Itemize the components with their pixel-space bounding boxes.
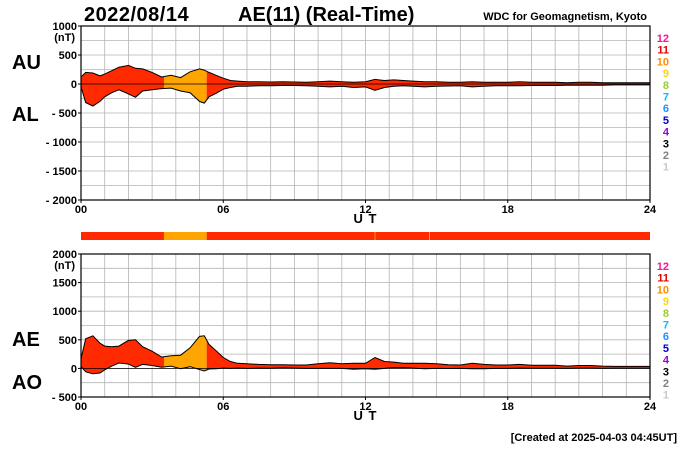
panel2-legend-level-6: 6: [663, 331, 669, 343]
panel1-legend-level-7: 7: [663, 92, 669, 104]
panel2-legend-level-7: 7: [663, 320, 669, 332]
panel2-y-tick-label: - 500: [52, 392, 77, 404]
panel2-legend-level-12: 12: [657, 261, 669, 273]
panel2-x-tick-label: 12: [359, 401, 371, 413]
panel1-series-al-line: [80, 84, 650, 107]
panel2-y-unit-label: (nT): [54, 260, 75, 272]
quality-bar-segment: [206, 232, 650, 240]
panel2-legend-level-9: 9: [663, 296, 669, 308]
panel1-y-tick-label: - 1500: [46, 166, 77, 178]
panel1-legend-level-9: 9: [663, 68, 669, 80]
panel1-legend-level-6: 6: [663, 103, 669, 115]
source-label: WDC for Geomagnetism, Kyoto: [483, 11, 647, 23]
panel2-legend-level-3: 3: [663, 366, 669, 378]
panel2-y-tick-label: 0: [71, 363, 77, 375]
panel1-area-segment: [163, 68, 207, 104]
panel2-legend-level-11: 11: [657, 273, 669, 285]
panel1-legend-level-12: 12: [657, 33, 669, 45]
panel2-x-tick-label: 18: [502, 401, 514, 413]
created-timestamp: [Created at 2025-04-03 04:45UT]: [510, 432, 677, 444]
panel1-y-tick-label: 0: [71, 79, 77, 91]
panel1-legend-level-8: 8: [663, 80, 669, 92]
panel2-y-tick-label: 2000: [53, 249, 77, 261]
panel2-x-tick-label: 00: [75, 401, 87, 413]
panel2-x-axis-label: U T: [354, 408, 378, 423]
panel1-legend-level-11: 11: [657, 45, 669, 57]
panel1-x-tick-label: 06: [217, 204, 229, 216]
panel1-y-tick-label: - 1000: [46, 137, 77, 149]
panel2-y-tick-label: 1000: [53, 306, 77, 318]
panel1-legend-level-4: 4: [663, 127, 670, 139]
chart-title: AE(11) (Real-Time): [238, 4, 415, 26]
quality-bar-segment: [81, 232, 164, 240]
panel2-y-tick-label: 500: [59, 335, 77, 347]
panel2-x-tick-label: 24: [644, 401, 657, 413]
panel1-legend-level-3: 3: [663, 138, 669, 150]
ao-label: AO: [12, 372, 42, 394]
panel1-legend-level-1: 1: [663, 162, 669, 174]
ae-label: AE: [12, 329, 40, 351]
panel1-y-tick-label: - 2000: [46, 195, 77, 207]
panel1-area-segment: [206, 71, 650, 100]
panel1-y-tick-label: 500: [59, 50, 77, 62]
panel1-legend-level-5: 5: [663, 115, 669, 127]
quality-bar-segment: [163, 232, 207, 240]
panel1-x-tick-label: 00: [75, 204, 87, 216]
panel1-x-tick-label: 12: [359, 204, 371, 216]
al-label: AL: [12, 104, 39, 126]
panel1-y-unit-label: (nT): [54, 32, 75, 44]
panel1-x-tick-label: 18: [502, 204, 514, 216]
panel2-x-tick-label: 06: [217, 401, 229, 413]
panel2-y-tick-label: 1500: [53, 278, 77, 290]
panel2-legend-level-4: 4: [663, 355, 670, 367]
panel2-legend-level-5: 5: [663, 343, 669, 355]
panel1-x-axis-label: U T: [354, 211, 378, 226]
panel2-legend-level-10: 10: [657, 284, 669, 296]
panel1-y-tick-label: - 500: [52, 108, 77, 120]
panel2-legend-level-1: 1: [663, 390, 669, 402]
panel2-series-ae-line: [80, 335, 650, 367]
panel2-legend-level-2: 2: [663, 378, 669, 390]
panel2-area-segment: [163, 335, 207, 371]
panel1-y-tick-label: 1000: [53, 21, 77, 33]
panel2-legend-level-8: 8: [663, 308, 669, 320]
panel2-area-segment: [206, 340, 650, 370]
panel1-x-tick-label: 24: [644, 204, 657, 216]
date-label: 2022/08/14: [84, 4, 190, 26]
panel1-legend-level-10: 10: [657, 56, 669, 68]
panel1-legend-level-2: 2: [663, 150, 669, 162]
au-label: AU: [12, 52, 41, 74]
panel1-series-au-line: [80, 64, 650, 84]
